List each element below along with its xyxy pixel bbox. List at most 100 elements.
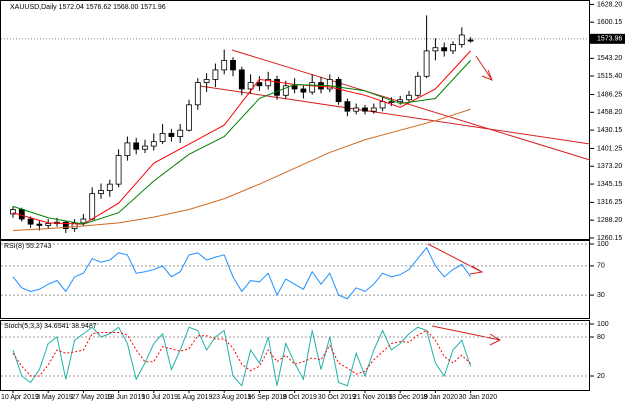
y-tick-label: 1486.25 bbox=[597, 91, 622, 98]
x-tick-label: 13 Dec 2019 bbox=[388, 394, 428, 401]
x-tick-label: 10 Jul 2019 bbox=[142, 394, 178, 401]
y-tick-label: 80 bbox=[597, 334, 605, 341]
candle-body bbox=[186, 104, 192, 131]
moving-average bbox=[12, 108, 471, 231]
candle-body bbox=[247, 82, 254, 90]
candle-body bbox=[238, 69, 245, 90]
candle-body bbox=[124, 142, 131, 156]
indicator-line bbox=[12, 326, 472, 387]
indicator-line bbox=[12, 246, 472, 300]
candle-body bbox=[106, 183, 113, 191]
chart-title: XAUUSD,Daily 1572.04 1576.62 1568.00 157… bbox=[10, 4, 166, 11]
x-tick-label: 1 Aug 2019 bbox=[177, 394, 213, 401]
candle-body bbox=[326, 79, 333, 90]
candle-body bbox=[142, 145, 148, 150]
y-tick-label: 100 bbox=[597, 241, 609, 248]
candle-body bbox=[203, 79, 210, 84]
candle-body bbox=[89, 193, 96, 220]
y-tick-label: 1316.25 bbox=[597, 199, 622, 206]
arrow bbox=[475, 55, 493, 81]
y-tick-label: 1373.20 bbox=[597, 163, 622, 170]
candle-body bbox=[344, 101, 351, 112]
candle-body bbox=[150, 141, 157, 147]
candle-body bbox=[362, 107, 368, 112]
candle-body bbox=[414, 75, 421, 96]
candle-body bbox=[379, 101, 386, 109]
candle-body bbox=[291, 85, 298, 90]
candle-body bbox=[309, 82, 316, 93]
x-tick-label: 10 Apr 2019 bbox=[1, 394, 39, 401]
stoch-title: Stoch(5,3,3) 34.6541 38.9487 bbox=[4, 323, 97, 330]
y-tick-label: 1430.15 bbox=[597, 127, 622, 134]
candle-body bbox=[353, 107, 360, 112]
candle-body bbox=[212, 69, 219, 80]
candle-body bbox=[62, 221, 69, 229]
x-tick-label: 16 Sep 2019 bbox=[247, 394, 287, 401]
arrow bbox=[431, 325, 502, 346]
candle-body bbox=[98, 190, 104, 195]
x-tick-label: 18 Jun 2019 bbox=[107, 394, 146, 401]
main-pane bbox=[0, 0, 590, 240]
y-tick-label: 30 bbox=[597, 292, 605, 299]
moving-average bbox=[12, 60, 471, 225]
current-price-box bbox=[590, 33, 625, 44]
candle-body bbox=[221, 59, 228, 71]
candle-body bbox=[265, 79, 272, 87]
y-tick-label: 1515.40 bbox=[597, 73, 622, 80]
x-tick-label: 27 May 2019 bbox=[71, 394, 112, 401]
x-tick-label: 3 May 2019 bbox=[36, 394, 73, 401]
candle-body bbox=[370, 107, 377, 112]
x-tick-label: 8 Oct 2019 bbox=[283, 394, 317, 401]
trend-line bbox=[199, 85, 591, 145]
candle-body bbox=[194, 82, 201, 106]
candle-body bbox=[80, 218, 87, 224]
candle-body bbox=[388, 101, 395, 104]
y-tick-label: 1401.25 bbox=[597, 145, 622, 152]
rsi-title: RSI(8) 55.2743 bbox=[4, 243, 52, 250]
candle-body bbox=[27, 218, 34, 225]
candle-body bbox=[432, 47, 439, 52]
current-price-label: 1573.96 bbox=[597, 36, 622, 43]
y-tick-label: 1600.15 bbox=[597, 19, 622, 26]
x-tick-label: 30 Jan 2020 bbox=[459, 394, 498, 401]
candle-body bbox=[406, 94, 412, 101]
y-tick-label: 1288.20 bbox=[597, 217, 622, 224]
candle-body bbox=[335, 79, 342, 103]
y-tick-label: 100 bbox=[597, 321, 609, 328]
candle-body bbox=[441, 47, 448, 52]
moving-average bbox=[12, 50, 471, 225]
x-tick-label: 23 Aug 2019 bbox=[212, 394, 251, 401]
candle-body bbox=[397, 99, 404, 103]
x-tick-label: 8 Jan 2020 bbox=[423, 394, 458, 401]
trend-lines bbox=[199, 49, 591, 346]
trend-line bbox=[231, 49, 591, 161]
candle-body bbox=[115, 155, 122, 185]
candle-body bbox=[423, 50, 430, 77]
indicator-line bbox=[12, 329, 471, 377]
y-tick-label: 1260.15 bbox=[597, 235, 622, 242]
candle-body bbox=[177, 129, 184, 137]
candle-body bbox=[159, 132, 166, 143]
y-tick-label: 1543.20 bbox=[597, 55, 622, 62]
candle-body bbox=[282, 85, 289, 96]
x-tick-label: 21 Nov 2019 bbox=[353, 394, 393, 401]
y-tick-label: 1458.20 bbox=[597, 109, 622, 116]
x-tick-label: 30 Oct 2019 bbox=[318, 394, 356, 401]
y-tick-label: 70 bbox=[597, 263, 605, 270]
rsi-pane bbox=[0, 240, 590, 319]
candle-body bbox=[36, 223, 43, 226]
y-tick-label: 1345.15 bbox=[597, 181, 622, 188]
candle-body bbox=[45, 223, 52, 226]
y-tick-label: 20 bbox=[597, 373, 605, 380]
candle-body bbox=[467, 39, 474, 42]
candle-body bbox=[10, 209, 16, 215]
arrow bbox=[427, 243, 484, 275]
y-tick-label: 1628.20 bbox=[597, 1, 622, 8]
candle-body bbox=[256, 82, 263, 87]
candle-body bbox=[230, 59, 236, 71]
candle-body bbox=[168, 132, 175, 137]
candle-body bbox=[458, 34, 465, 45]
